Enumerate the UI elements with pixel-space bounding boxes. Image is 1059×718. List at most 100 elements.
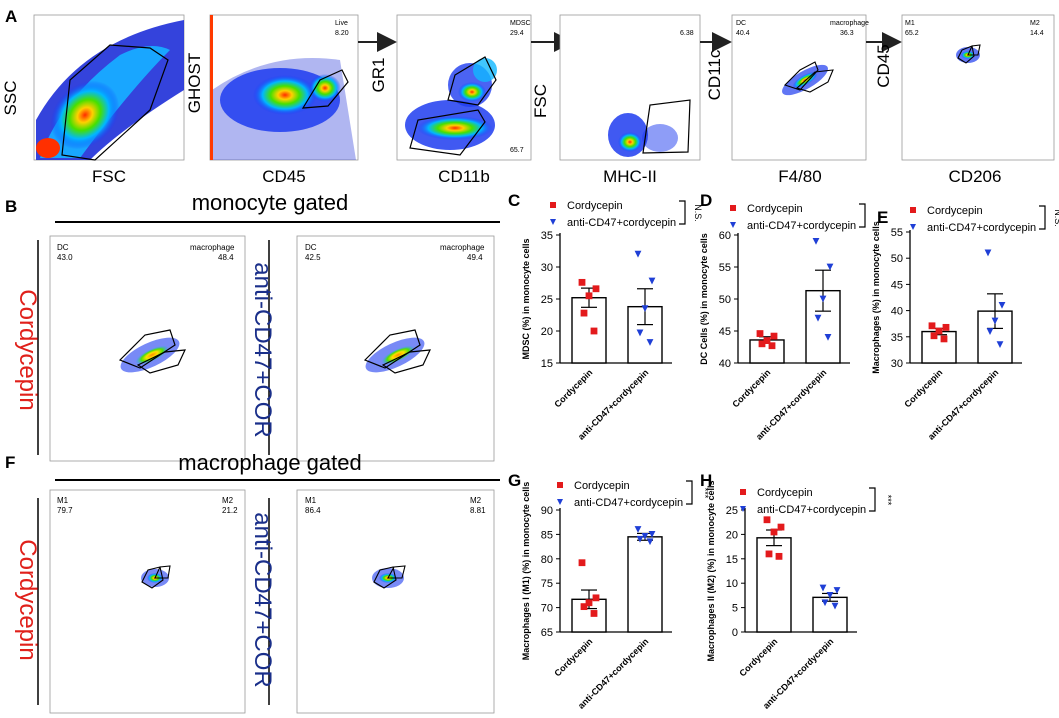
flow-plot-3: MDSC 29.4 65.7 GR1 CD11b: [369, 14, 532, 186]
data-point: [775, 552, 783, 560]
flow-plot-6: M1 65.2 M2 14.4 CD45 CD206: [874, 14, 1055, 186]
data-point: [831, 602, 839, 610]
monocyte-1-left-name: DC: [57, 243, 69, 252]
flow-gate-value-5b: 36.3: [840, 30, 854, 37]
macrophage-2-right-value: 8.81: [470, 506, 486, 515]
flow-ylabel-2: GHOST: [185, 53, 204, 113]
panel-letter-d: D: [700, 191, 712, 210]
significance-label: *: [873, 214, 883, 218]
flow-ylabel-5: CD11c: [705, 49, 724, 100]
data-point: [636, 535, 644, 543]
data-point: [930, 332, 938, 340]
y-tick-label: 30: [541, 262, 553, 274]
legend-label: Cordycepin: [574, 480, 630, 492]
legend-label: anti-CD47+cordycepin: [567, 217, 676, 229]
data-point: [634, 250, 642, 258]
macrophage-2-right-name: M2: [470, 496, 482, 505]
data-point: [646, 339, 654, 346]
y-tick-label: 40: [891, 306, 903, 318]
significance-bracket: [679, 200, 686, 225]
data-point: [585, 599, 593, 607]
data-point: [998, 301, 1006, 309]
category-label: Cordycepin: [902, 367, 944, 409]
y-tick-label: 65: [541, 627, 553, 639]
flow-plot-5: DC 40.4 macrophage 36.3 CD11c F4/80: [705, 14, 869, 186]
data-point: [768, 342, 776, 350]
y-tick-label: 25: [541, 294, 553, 306]
flow-gate-value-4a: 6.38: [680, 30, 694, 37]
flow-gate-value-2a: 8.20: [335, 30, 349, 37]
y-tick-label: 45: [891, 279, 903, 291]
data-point: [634, 526, 642, 533]
y-axis-label: Macrophages II (M2) (%) in monocyte cell…: [706, 480, 716, 661]
y-tick-label: 50: [891, 253, 903, 265]
y-tick-label: 30: [891, 358, 903, 370]
data-point: [984, 249, 992, 257]
bar-chart-d: 40 45 50 55 60 DC Cells (%) in monocyte cells…: [699, 203, 883, 442]
data-point: [636, 329, 644, 337]
panel-letter-c: C: [508, 191, 520, 210]
data-point: [648, 531, 656, 538]
panel-letter-h: H: [700, 471, 712, 490]
flow-ylabel-4: FSC: [531, 84, 550, 118]
macrophage-plot-1: M1 79.7 M2 21.2: [49, 489, 246, 714]
y-tick-label: 90: [541, 505, 553, 517]
panel-letter-f: F: [5, 453, 15, 472]
monocyte-1-left-value: 43.0: [57, 253, 73, 262]
bar-chart-c: 15 20 25 30 35 MDSC (%) in monocyte cells Cord…: [521, 200, 703, 442]
legend-label: Cordycepin: [927, 205, 983, 217]
data-point: [814, 314, 822, 322]
y-tick-label: 70: [541, 603, 553, 615]
data-point: [763, 337, 771, 344]
significance-bracket: [859, 203, 866, 228]
data-point: [812, 238, 820, 245]
data-point: [592, 285, 600, 293]
significance-bracket: [1039, 205, 1046, 230]
monocyte-plot-1: DC 43.0 macrophage 48.4: [49, 235, 246, 462]
flow-gate-value-5a: 40.4: [736, 30, 750, 37]
bar-charts: 15 20 25 30 35 MDSC (%) in monocyte cells Cord…: [521, 200, 1059, 711]
flow-gate-name-6a: M1: [905, 20, 915, 27]
legend-marker-anti-cd47: [730, 222, 736, 228]
data-point: [996, 341, 1004, 349]
data-point: [770, 332, 778, 340]
y-tick-label: 25: [726, 505, 738, 517]
data-point: [578, 278, 586, 286]
legend-label: anti-CD47+cordycepin: [927, 222, 1036, 234]
legend-label: anti-CD47+cordycepin: [574, 497, 683, 509]
monocyte-1-right-name: macrophage: [190, 243, 235, 252]
y-axis-label: Macrophages (%) in monocyte cells: [871, 221, 881, 374]
monocyte-2-right-value: 49.4: [467, 253, 483, 262]
monocyte-2-left-name: DC: [305, 243, 317, 252]
y-tick-label: 55: [719, 262, 731, 274]
data-point: [819, 295, 827, 303]
flow-xlabel-1: FSC: [92, 167, 126, 186]
flow-xlabel-6: CD206: [949, 167, 1002, 186]
legend-marker-anti-cd47: [557, 499, 563, 505]
y-tick-label: 75: [541, 578, 553, 590]
data-point: [580, 603, 588, 611]
legend-label: Cordycepin: [747, 203, 803, 215]
monocyte-title: monocyte gated: [192, 190, 349, 215]
data-point: [765, 550, 773, 558]
panel-letter-e: E: [877, 208, 888, 227]
category-label: Cordycepin: [730, 367, 772, 409]
data-point: [833, 587, 841, 594]
bar-chart-e: 30 35 40 45 50 55 Macrophages (%) in monocyte …: [871, 205, 1059, 442]
legend-marker-anti-cd47: [910, 224, 916, 230]
data-point: [590, 610, 598, 617]
monocyte-2-left-value: 42.5: [305, 253, 321, 262]
data-point: [991, 317, 999, 325]
y-tick-label: 50: [719, 294, 731, 306]
y-tick-label: 60: [719, 230, 731, 242]
monocyte-row-label: Cordycepin: [14, 289, 41, 410]
y-tick-label: 0: [732, 627, 738, 639]
macrophage-2-left-value: 86.4: [305, 506, 321, 515]
panel-letter-a: A: [5, 7, 17, 26]
y-tick-label: 10: [726, 578, 738, 590]
macrophage-1-right-value: 21.2: [222, 506, 238, 515]
legend-marker-anti-cd47: [740, 506, 746, 512]
significance-label: ***: [883, 495, 893, 506]
data-point: [578, 559, 586, 567]
